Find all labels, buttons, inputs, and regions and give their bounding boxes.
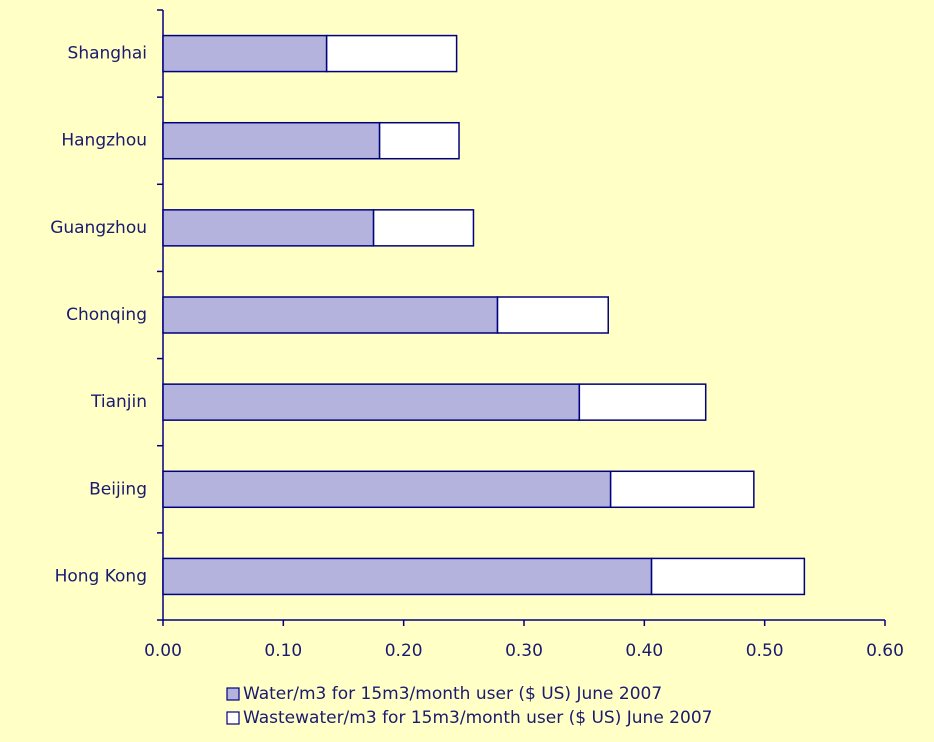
y-tick-label: Hong Kong [55, 566, 147, 586]
bar [325, 34, 458, 73]
x-tick-label: 0.10 [264, 641, 302, 661]
x-tick-label: 0.20 [385, 641, 423, 661]
bar [162, 209, 375, 247]
bar [609, 470, 755, 509]
legend-swatch [226, 711, 240, 725]
x-tick-label: 0.00 [144, 641, 182, 661]
bar [162, 34, 328, 73]
bar [378, 121, 460, 160]
bar [372, 209, 475, 247]
y-tick-label: Tianjin [90, 392, 147, 412]
bar [650, 557, 806, 596]
y-tick-label: Chonqing [66, 305, 147, 325]
legend-swatch [226, 687, 240, 701]
y-tick-label: Hangzhou [61, 131, 147, 151]
bar [578, 383, 707, 421]
x-tick-label: 0.60 [866, 641, 904, 661]
x-tick-label: 0.40 [625, 641, 663, 661]
y-tick-label: Beijing [89, 479, 147, 499]
bar [162, 121, 381, 160]
legend-label: Wastewater/m3 for 15m3/month user ($ US)… [243, 708, 712, 728]
bar [162, 557, 653, 596]
x-tick-label: 0.30 [505, 641, 543, 661]
bar [162, 383, 581, 421]
x-tick-label: 0.50 [746, 641, 784, 661]
y-tick-label: Guangzhou [50, 218, 147, 238]
bar [162, 296, 499, 334]
y-tick-label: Shanghai [68, 44, 147, 64]
bar [496, 296, 609, 334]
bar [162, 470, 612, 509]
legend-label: Water/m3 for 15m3/month user ($ US) June… [243, 684, 662, 704]
